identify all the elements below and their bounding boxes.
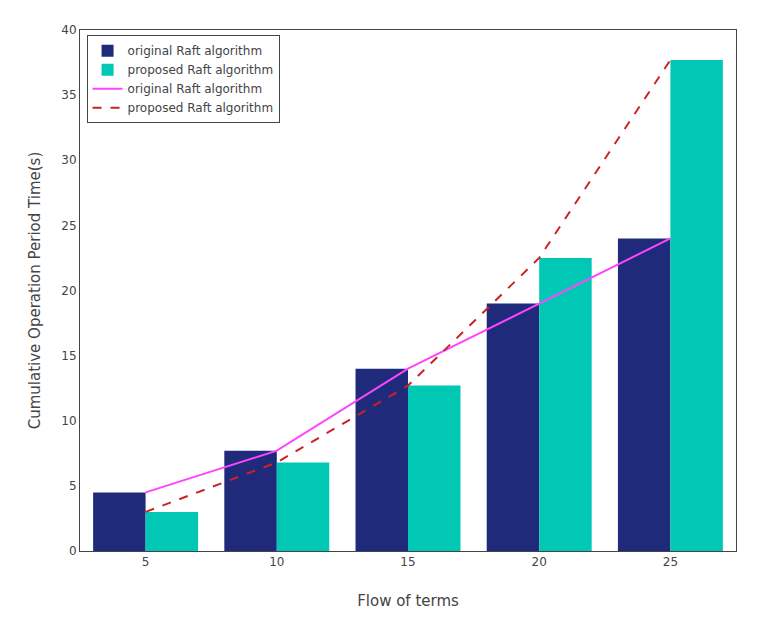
svg-text:proposed Raft algorithm: proposed Raft algorithm — [128, 101, 274, 115]
svg-text:Cumulative Operation Period Ti: Cumulative Operation Period Time(s) — [26, 152, 44, 430]
svg-text:5: 5 — [142, 555, 150, 569]
svg-text:proposed Raft algorithm: proposed Raft algorithm — [128, 63, 274, 77]
svg-text:20: 20 — [61, 284, 76, 298]
svg-text:15: 15 — [61, 349, 76, 363]
svg-text:25: 25 — [61, 219, 76, 233]
svg-text:10: 10 — [269, 555, 284, 569]
svg-text:5: 5 — [69, 479, 77, 493]
svg-text:20: 20 — [532, 555, 547, 569]
svg-text:35: 35 — [61, 88, 76, 102]
svg-text:40: 40 — [61, 23, 76, 37]
svg-text:15: 15 — [400, 555, 415, 569]
svg-text:original Raft algorithm: original Raft algorithm — [128, 82, 263, 96]
svg-text:30: 30 — [61, 153, 76, 167]
svg-text:Flow of terms: Flow of terms — [357, 592, 459, 610]
svg-text:original Raft algorithm: original Raft algorithm — [128, 44, 263, 58]
svg-text:0: 0 — [69, 544, 77, 558]
svg-text:10: 10 — [61, 414, 76, 428]
svg-text:25: 25 — [663, 555, 678, 569]
